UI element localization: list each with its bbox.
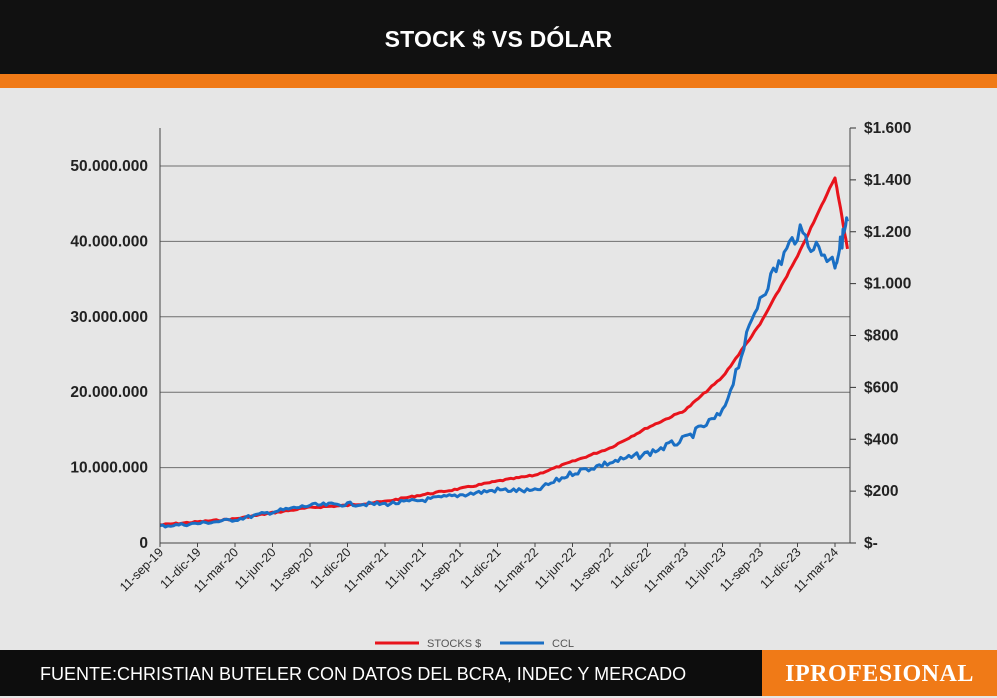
legend: STOCKS $ CCL	[375, 638, 574, 650]
gridlines	[160, 166, 850, 468]
chart-area: 0 10.000.000 20.000.000 30.000.000 40.000.00…	[0, 88, 997, 650]
left-tick-label: 0	[139, 535, 148, 552]
legend-label: STOCKS $	[427, 638, 481, 650]
right-tick-label: $200	[864, 483, 898, 500]
right-tick-label: $600	[864, 379, 898, 396]
right-tick-label: $800	[864, 328, 898, 345]
accent-strip	[0, 74, 997, 88]
right-tick-label: $1.400	[864, 172, 911, 189]
chart-title: STOCK $ VS DÓLAR	[0, 0, 997, 74]
left-tick-label: 50.000.000	[70, 158, 148, 175]
right-tick-label: $1.000	[864, 276, 911, 293]
series-layer	[160, 177, 848, 527]
x-axis-ticks: 11-sep-1911-dic-1911-mar-2011-jun-2011-s…	[117, 543, 841, 595]
right-tick-label: $-	[864, 535, 878, 552]
left-tick-label: 10.000.000	[70, 460, 148, 477]
right-tick-label: $400	[864, 431, 898, 448]
x-tick-label: 11-sep-19	[117, 545, 166, 594]
left-tick-label: 40.000.000	[70, 233, 148, 250]
left-axis-ticks: 0 10.000.000 20.000.000 30.000.000 40.000.00…	[70, 158, 148, 552]
right-tick-label: $1.600	[864, 120, 911, 137]
brand-logo: IPROFESIONAL	[762, 650, 997, 696]
source-text: FUENTE:CHRISTIAN BUTELER CON DATOS DEL B…	[40, 650, 686, 696]
right-axis-ticks: $- $200 $400 $600 $800 $1.000 $1.200 $1.400 $1.6…	[850, 120, 911, 552]
right-tick-label: $1.200	[864, 224, 911, 241]
footer-bar: FUENTE:CHRISTIAN BUTELER CON DATOS DEL B…	[0, 650, 997, 696]
left-tick-label: 20.000.000	[70, 384, 148, 401]
legend-label: CCL	[552, 638, 574, 650]
left-tick-label: 30.000.000	[70, 309, 148, 326]
